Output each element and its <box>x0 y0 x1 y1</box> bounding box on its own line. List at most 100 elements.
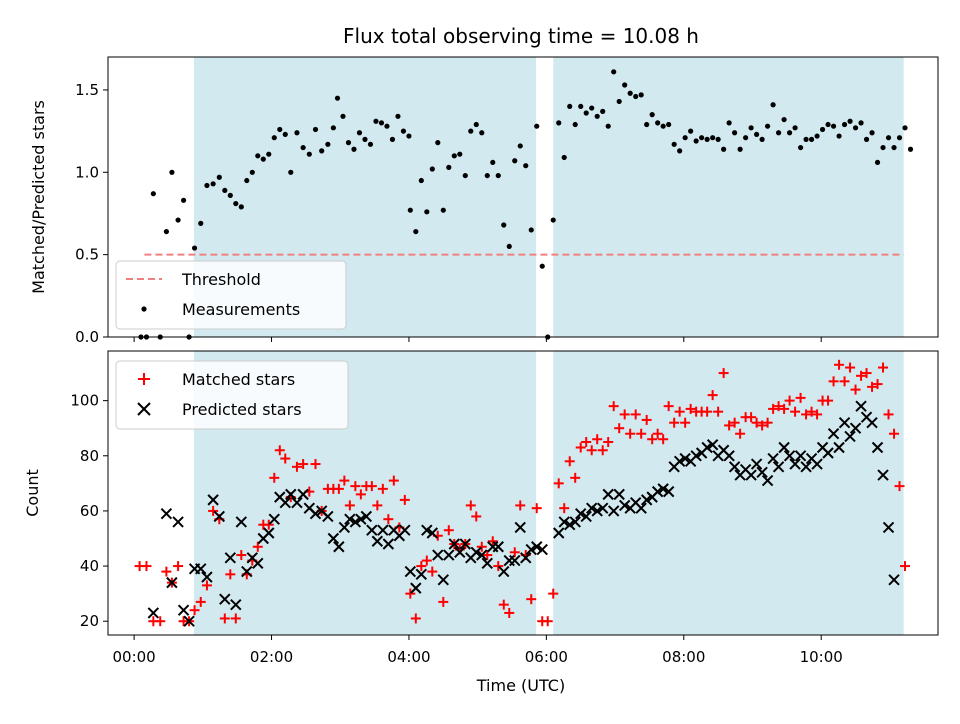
matched-star-point <box>438 596 449 607</box>
matched-star-point <box>608 401 619 412</box>
measurement-point <box>288 169 294 175</box>
predicted-star-point <box>263 527 275 539</box>
matched-star-point <box>707 390 718 401</box>
measurement-point <box>501 222 507 228</box>
measurement-point <box>841 121 848 128</box>
legend: Threshold Measurements <box>115 260 347 330</box>
measurement-point <box>517 143 523 149</box>
measurement-point <box>781 116 787 123</box>
measurement-point <box>847 118 853 124</box>
predicted-star-point <box>882 521 895 534</box>
measurement-point <box>334 95 341 101</box>
measurement-point <box>362 136 368 142</box>
predicted-star-point <box>432 549 444 561</box>
measurement-point <box>797 144 804 151</box>
predicted-star-point <box>657 483 669 495</box>
x-tick-label: 00:00 <box>112 648 155 666</box>
predicted-star-point <box>399 524 411 536</box>
matched-star-point <box>768 403 779 414</box>
top-y-axis-label: Matched/Predicted stars <box>29 100 48 294</box>
measurement-point <box>836 133 842 139</box>
shaded-interval <box>553 57 904 337</box>
predicted-star-point <box>492 541 504 553</box>
matched-star-point <box>548 588 559 599</box>
measurement-point <box>682 135 688 141</box>
y-tick-label: 0.5 <box>75 246 99 264</box>
matched-star-point <box>350 481 361 492</box>
matched-star-point <box>625 428 636 439</box>
predicted-star-point <box>607 505 620 517</box>
measurement-point <box>319 148 325 154</box>
predicted-star-point <box>241 565 253 578</box>
measurement-point <box>277 126 283 133</box>
measurement-point <box>204 182 210 189</box>
predicted-star-point <box>800 461 812 473</box>
y-tick-label: 40 <box>80 557 99 575</box>
measurement-point <box>330 125 336 131</box>
measurement-point <box>169 169 175 175</box>
matched-star-point <box>344 500 355 511</box>
measurement-point <box>589 105 595 111</box>
matched-star-point <box>850 384 861 395</box>
predicted-star-point <box>291 496 303 509</box>
measurement-point <box>765 123 771 129</box>
measurement-point <box>233 200 239 207</box>
measurement-point <box>627 90 633 96</box>
predicted-star-point <box>767 452 779 465</box>
matched-star-point <box>141 561 152 572</box>
legend-label: Threshold <box>181 270 261 289</box>
predicted-star-point <box>177 604 190 616</box>
matched-star-point <box>189 605 200 616</box>
matched-star-point <box>399 494 410 505</box>
measurement-point <box>506 243 512 250</box>
measurement-point <box>583 110 589 116</box>
measurement-point <box>869 130 875 136</box>
measurement-point <box>345 140 352 146</box>
measurement-point <box>902 125 908 131</box>
matched-star-point <box>581 436 592 447</box>
predicted-star-point <box>459 538 471 550</box>
measurement-point <box>693 138 699 144</box>
measurement-point <box>325 141 331 147</box>
measurement-point <box>808 136 815 142</box>
predicted-star-point <box>426 527 439 539</box>
predicted-star-point <box>525 543 537 556</box>
measurement-point <box>210 181 216 187</box>
matched-star-point <box>252 541 263 552</box>
x-tick-label: 08:00 <box>662 648 705 666</box>
predicted-star-point <box>338 521 351 534</box>
predicted-star-point <box>481 557 493 570</box>
measurement-point <box>759 136 765 142</box>
measurement-point <box>605 123 611 129</box>
predicted-star-point <box>833 441 845 454</box>
matched-star-point <box>280 453 291 464</box>
measurement-point <box>622 82 628 88</box>
matched-star-point <box>553 478 564 489</box>
predicted-star-point <box>377 524 389 536</box>
matched-star-point <box>195 596 206 607</box>
predicted-star-point <box>618 499 631 512</box>
measurement-point <box>150 191 156 197</box>
predicted-star-point <box>564 519 576 531</box>
matched-star-point <box>515 500 526 511</box>
matched-star-point <box>372 500 383 511</box>
predicted-star-point <box>404 565 417 578</box>
measurement-point <box>572 121 578 128</box>
matched-star-point <box>161 566 172 577</box>
predicted-star-point <box>838 416 851 429</box>
measurement-point <box>312 126 319 133</box>
predicted-star-point <box>531 541 543 553</box>
measurement-point <box>294 130 300 136</box>
predicted-star-point <box>553 527 565 539</box>
measurement-point <box>688 128 694 134</box>
predicted-star-point <box>268 513 280 525</box>
predicted-star-point <box>756 466 768 479</box>
predicted-star-point <box>673 455 686 467</box>
measurement-point <box>715 136 721 142</box>
predicted-star-point <box>701 441 713 454</box>
matched-star-point <box>388 475 399 486</box>
measurement-point <box>556 120 562 126</box>
measurement-point <box>819 126 826 133</box>
measurement-point <box>367 141 374 147</box>
y-tick-label: 0.0 <box>75 328 99 346</box>
